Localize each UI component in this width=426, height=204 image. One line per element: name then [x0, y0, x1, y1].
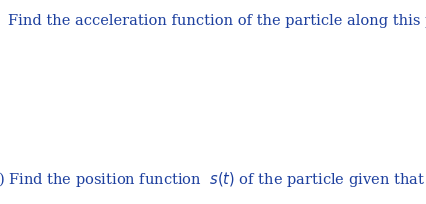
Text: ) Find the position function  $s(t)$ of the particle given that  $s$(1) = 5 .: ) Find the position function $s(t)$ of t… [0, 169, 426, 188]
Text: Find the acceleration function of the particle along this path.: Find the acceleration function of the pa… [8, 14, 426, 28]
